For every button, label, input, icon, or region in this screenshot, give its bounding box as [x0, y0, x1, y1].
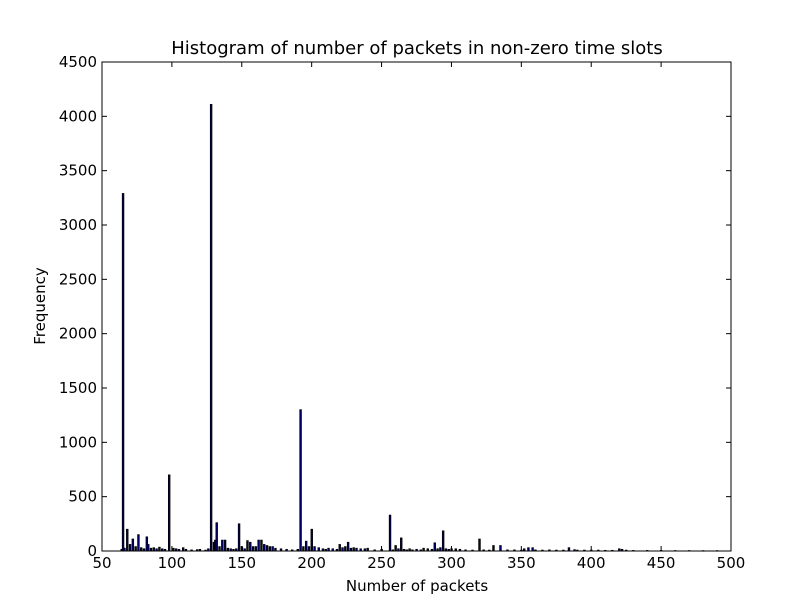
chart-title: Histogram of number of packets in non-ze…: [171, 38, 663, 59]
x-axis-ticks: 50 100 150 200 250 300 350 400 450 500: [92, 62, 745, 572]
x-tick-label: 400: [577, 554, 606, 572]
histogram-bar: [265, 545, 269, 552]
histogram-bar: [304, 540, 308, 552]
histogram-bar: [441, 530, 445, 552]
y-axis-title: Frequency: [31, 267, 49, 345]
histogram-bar: [478, 538, 481, 552]
y-tick-label: 1000: [59, 433, 97, 451]
histogram-bar: [137, 534, 140, 552]
x-tick-label: 350: [507, 554, 536, 572]
histogram-bar: [215, 522, 218, 552]
histogram-bar: [251, 546, 255, 552]
histogram-bar: [346, 541, 350, 552]
x-tick-label: 250: [367, 554, 396, 572]
x-tick-label: 150: [227, 554, 256, 572]
histogram-bar: [221, 539, 224, 552]
x-tick-label: 300: [437, 554, 466, 572]
histogram-bar: [223, 539, 227, 552]
histogram-bar: [147, 544, 150, 552]
histogram-bar: [158, 546, 161, 552]
histogram-bar: [268, 546, 272, 552]
histogram-bar: [394, 545, 397, 552]
x-tick-label: 200: [297, 554, 326, 572]
x-tick-label: 500: [717, 554, 746, 572]
y-tick-label: 500: [68, 488, 97, 506]
histogram-bar: [131, 538, 135, 552]
histogram-bar: [338, 544, 341, 552]
y-tick-label: 3000: [59, 216, 97, 234]
y-tick-label: 4000: [59, 107, 97, 125]
histogram-bar: [400, 537, 403, 552]
histogram-bar: [492, 545, 495, 552]
y-tick-label: 4500: [59, 53, 97, 71]
histogram-bar: [126, 528, 129, 552]
histogram-bar: [218, 546, 221, 552]
histogram-bar: [121, 193, 125, 552]
histogram-bar: [260, 539, 263, 552]
histogram-bar: [257, 539, 260, 552]
y-tick-label: 1500: [59, 379, 97, 397]
y-axis-ticks: 0 500 1000 1500 2000 2500 3000 3500 4000 4500: [59, 53, 731, 560]
x-axis-title: Number of packets: [346, 577, 488, 595]
histogram-bar: [209, 103, 213, 552]
x-tick-label: 450: [647, 554, 676, 572]
histogram-bar: [388, 514, 392, 552]
histogram-bar: [299, 409, 302, 552]
y-tick-label: 0: [87, 542, 97, 560]
histogram-bar: [307, 546, 311, 552]
x-tick-label: 100: [158, 554, 187, 572]
histogram-bar: [246, 540, 249, 552]
histogram-bar: [134, 546, 137, 552]
histogram-bar: [249, 541, 252, 552]
x-tick-label: 50: [92, 554, 111, 572]
y-tick-label: 3500: [59, 162, 97, 180]
histogram-bar: [263, 544, 266, 552]
histogram-bar: [128, 544, 132, 552]
histogram-bar: [254, 546, 258, 552]
histogram-bar: [302, 546, 305, 552]
y-tick-label: 2500: [59, 270, 97, 288]
histogram-bar: [271, 546, 274, 552]
histogram-bar: [344, 546, 347, 552]
plot-area-frame: [101, 61, 732, 552]
histogram-bar: [433, 542, 436, 552]
histogram-bar: [313, 546, 316, 552]
histogram-bar: [237, 523, 241, 552]
histogram-bar: [499, 545, 502, 552]
histogram-bar: [167, 474, 171, 552]
y-tick-label: 2000: [59, 325, 97, 343]
